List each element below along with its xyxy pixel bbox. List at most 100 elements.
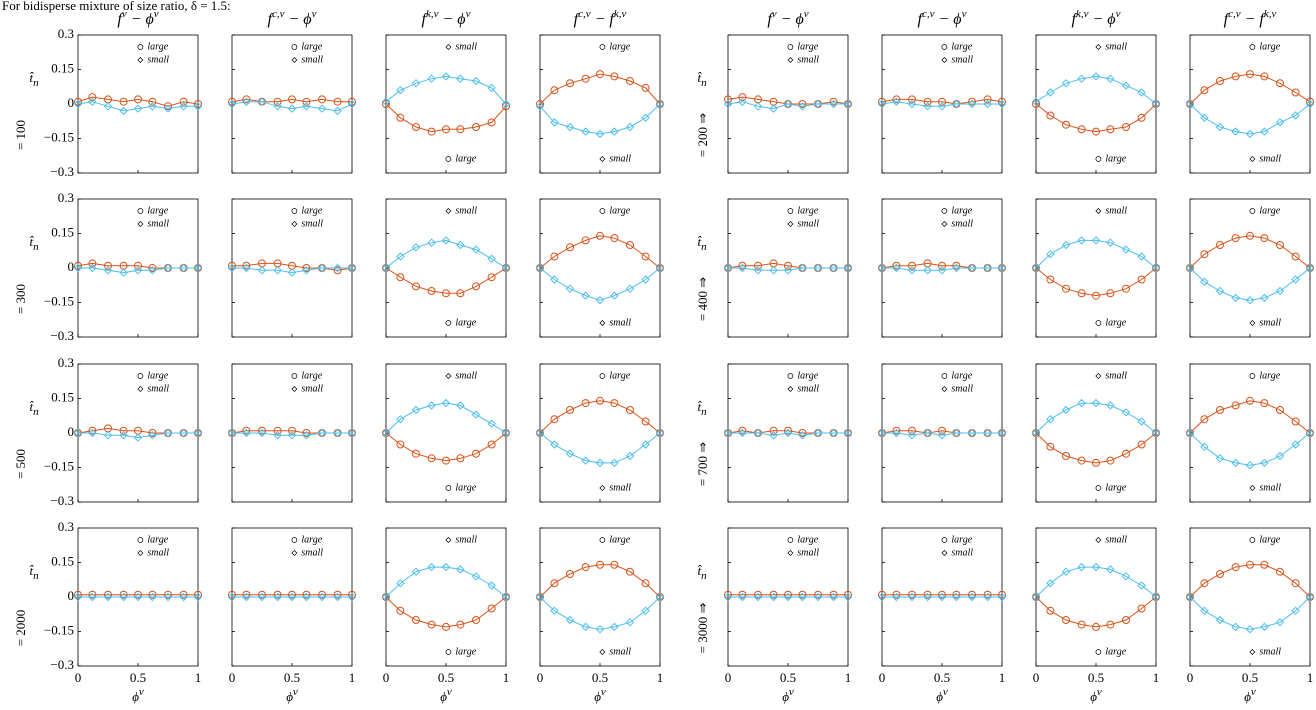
data-point — [487, 83, 496, 93]
data-point — [347, 592, 357, 602]
legend-marker — [137, 57, 144, 63]
data-point — [333, 428, 342, 438]
data-point — [738, 263, 747, 273]
data-point — [472, 616, 480, 624]
legend-label: large — [1105, 646, 1126, 657]
data-point — [227, 428, 237, 438]
data-point — [1121, 408, 1131, 417]
data-point — [1185, 99, 1195, 109]
data-point — [1245, 624, 1255, 634]
legend-label: small — [797, 547, 819, 558]
data-point — [119, 426, 128, 435]
series-line — [882, 432, 1002, 436]
title-part: − f — [1241, 11, 1267, 28]
legend-label: small — [301, 547, 323, 558]
legend-marker — [137, 550, 144, 556]
superscript: k,ν — [614, 8, 627, 20]
data-point — [844, 590, 852, 599]
data-point — [595, 458, 605, 468]
data-point — [228, 590, 236, 599]
superscript: ν — [466, 8, 471, 20]
data-point — [382, 100, 390, 108]
data-point — [1077, 620, 1086, 629]
data-point — [892, 426, 901, 435]
legend-label: large — [951, 370, 972, 381]
data-point — [257, 428, 267, 438]
data-point — [798, 590, 807, 599]
series-line — [232, 262, 353, 271]
series-line — [539, 432, 661, 464]
data-point — [381, 428, 391, 438]
series-line — [882, 267, 1002, 271]
data-point — [753, 266, 763, 275]
data-point — [937, 266, 947, 275]
y-tick-label: −0.3 — [50, 657, 74, 672]
data-point — [1106, 401, 1115, 410]
data-point — [412, 449, 420, 458]
data-point — [753, 428, 763, 438]
series-line — [539, 73, 661, 105]
data-point — [456, 74, 465, 83]
data-point — [1106, 125, 1115, 134]
data-point — [843, 592, 853, 602]
data-point — [73, 263, 83, 273]
data-point — [724, 95, 732, 104]
legend-label: large — [1105, 317, 1126, 328]
data-point — [923, 97, 932, 106]
data-point — [347, 428, 357, 438]
data-point — [908, 261, 916, 270]
legend-label: large — [1259, 205, 1280, 216]
data-point — [148, 429, 157, 437]
data-point — [487, 118, 496, 127]
data-point — [610, 234, 619, 243]
x-axis-label: ϕν — [132, 686, 144, 704]
x-axis-label: ϕν — [1090, 686, 1102, 704]
data-point — [655, 99, 665, 109]
legend-label: small — [609, 317, 631, 328]
data-point — [892, 261, 901, 270]
data-point — [550, 118, 559, 127]
data-point — [1046, 414, 1055, 424]
data-point — [119, 590, 128, 599]
data-point — [302, 102, 311, 111]
symbol: t̂ — [29, 234, 33, 249]
x-tick-label: 1 — [1307, 670, 1314, 685]
data-point — [938, 261, 946, 270]
data-point — [456, 454, 465, 463]
data-point — [73, 428, 83, 438]
data-point — [565, 449, 575, 458]
data-point — [1092, 458, 1100, 467]
data-point — [1106, 74, 1115, 83]
data-point — [1062, 452, 1070, 460]
x-axis-label: ϕν — [936, 686, 948, 704]
data-point — [1200, 415, 1209, 424]
data-point — [813, 99, 823, 109]
x-tick-label: 0 — [725, 670, 732, 685]
data-point — [396, 85, 405, 95]
legend-label: large — [455, 482, 476, 493]
data-point — [1092, 622, 1100, 631]
title-part: − ϕ — [1089, 11, 1116, 28]
data-point — [1077, 398, 1086, 408]
superscript: c,ν — [922, 8, 935, 20]
data-point — [843, 428, 853, 438]
legend-marker — [1249, 537, 1256, 543]
data-point — [1246, 70, 1254, 79]
data-point — [148, 431, 157, 440]
legend-marker — [445, 649, 452, 655]
row-symbol: t̂n — [29, 70, 39, 89]
data-point — [878, 590, 886, 599]
data-point — [1061, 79, 1071, 88]
data-point — [1245, 460, 1255, 470]
data-point — [1291, 606, 1300, 616]
x-tick-label: 0.5 — [438, 670, 454, 685]
legend-label: small — [1259, 317, 1281, 328]
data-point — [412, 282, 420, 291]
data-point — [581, 563, 590, 572]
data-point — [347, 99, 357, 109]
data-point — [242, 95, 251, 104]
legend-label: large — [797, 370, 818, 381]
title-part: f — [1224, 11, 1231, 28]
data-point — [596, 396, 604, 405]
data-point — [1260, 622, 1269, 632]
